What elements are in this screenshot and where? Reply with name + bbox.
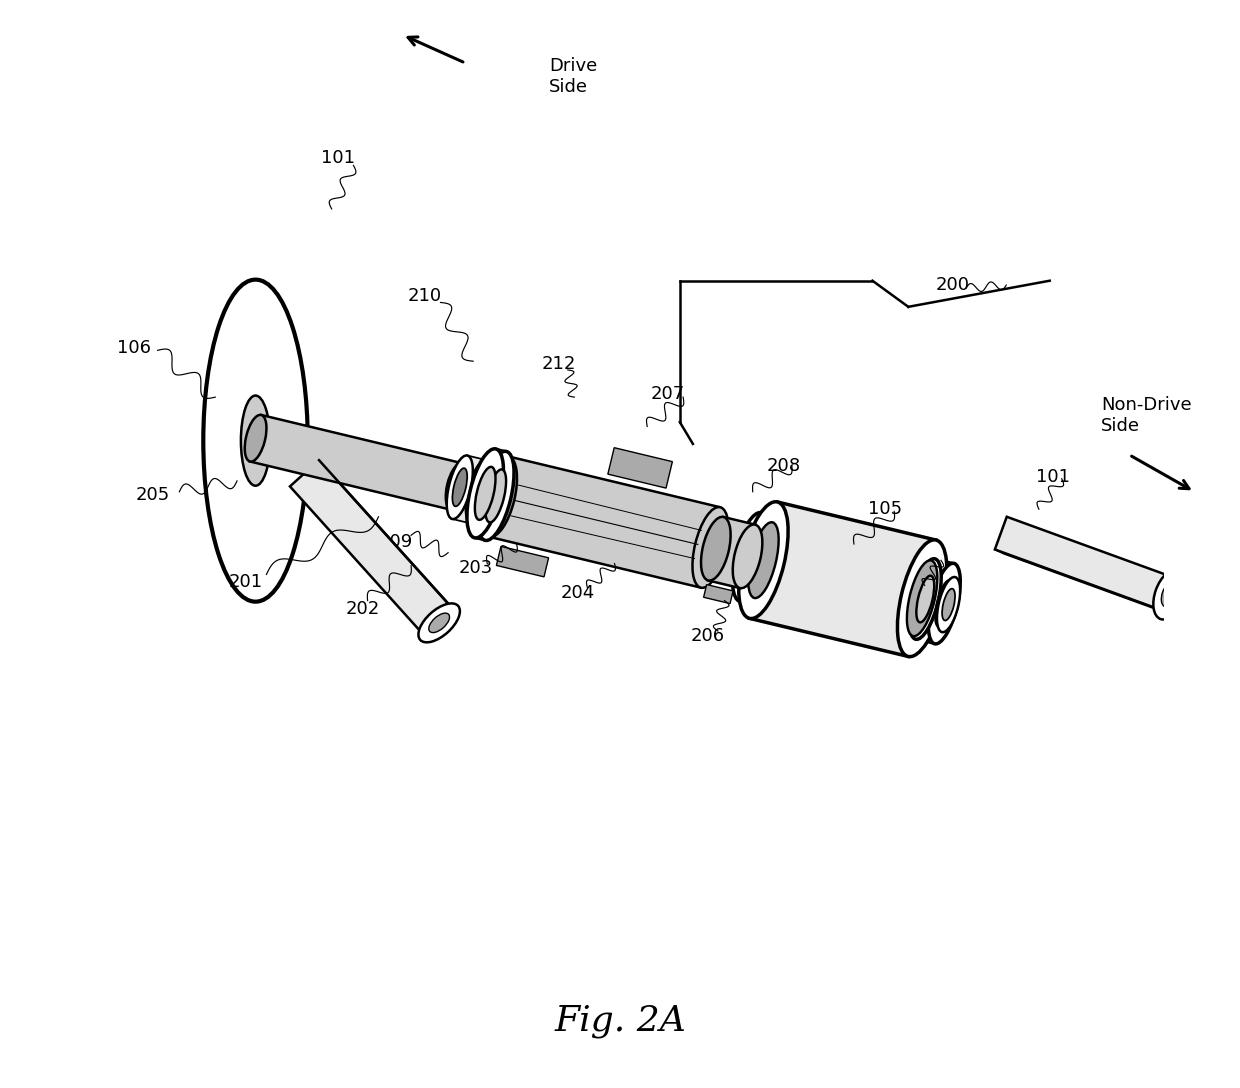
Ellipse shape — [477, 452, 515, 541]
Ellipse shape — [701, 517, 730, 581]
Text: 101: 101 — [321, 149, 355, 166]
Text: 105: 105 — [868, 500, 903, 518]
Polygon shape — [475, 449, 506, 541]
Polygon shape — [703, 584, 733, 604]
Text: 206: 206 — [691, 628, 725, 645]
Text: 211: 211 — [916, 555, 950, 572]
Ellipse shape — [446, 456, 472, 519]
Ellipse shape — [203, 280, 308, 602]
Text: 204: 204 — [560, 584, 594, 602]
Ellipse shape — [481, 456, 517, 537]
Text: 210: 210 — [408, 287, 441, 305]
Text: 208: 208 — [766, 457, 801, 474]
Ellipse shape — [475, 467, 496, 520]
Polygon shape — [496, 546, 548, 577]
Ellipse shape — [429, 614, 450, 632]
Ellipse shape — [739, 502, 789, 619]
Polygon shape — [608, 447, 672, 489]
Ellipse shape — [937, 577, 960, 632]
Polygon shape — [915, 559, 954, 644]
Text: Drive
Side: Drive Side — [549, 57, 598, 96]
Text: 203: 203 — [459, 559, 494, 577]
Text: Fig. 2A: Fig. 2A — [554, 1003, 686, 1038]
Ellipse shape — [929, 564, 960, 644]
Ellipse shape — [418, 604, 460, 642]
Text: 209: 209 — [378, 533, 413, 551]
Text: 200: 200 — [935, 276, 970, 294]
Polygon shape — [490, 457, 720, 588]
Ellipse shape — [942, 589, 955, 620]
Ellipse shape — [898, 540, 947, 657]
Polygon shape — [708, 517, 755, 589]
Ellipse shape — [466, 460, 492, 523]
Polygon shape — [290, 460, 454, 636]
Text: Non-Drive
Side: Non-Drive Side — [1101, 396, 1192, 435]
Ellipse shape — [909, 559, 941, 640]
Ellipse shape — [1153, 569, 1185, 619]
Ellipse shape — [751, 533, 771, 586]
Polygon shape — [740, 512, 773, 604]
Text: 201: 201 — [228, 573, 263, 591]
Ellipse shape — [906, 560, 937, 636]
Ellipse shape — [471, 472, 486, 511]
Ellipse shape — [916, 576, 934, 622]
Polygon shape — [994, 517, 1176, 610]
Ellipse shape — [1162, 582, 1178, 607]
Ellipse shape — [733, 524, 763, 589]
Ellipse shape — [740, 531, 761, 583]
Ellipse shape — [748, 522, 779, 598]
Text: 202: 202 — [346, 601, 381, 618]
Text: 106: 106 — [118, 339, 151, 357]
Polygon shape — [453, 456, 486, 523]
Ellipse shape — [733, 512, 769, 602]
Ellipse shape — [445, 463, 467, 510]
Ellipse shape — [743, 515, 780, 604]
Text: 101: 101 — [1035, 468, 1070, 485]
Ellipse shape — [453, 468, 467, 506]
Text: 212: 212 — [542, 356, 577, 373]
Polygon shape — [994, 549, 1172, 615]
Ellipse shape — [241, 396, 270, 485]
Text: 207: 207 — [651, 385, 684, 403]
Polygon shape — [250, 415, 463, 510]
Ellipse shape — [467, 448, 503, 537]
Text: 205: 205 — [136, 486, 170, 504]
Ellipse shape — [935, 580, 954, 627]
Ellipse shape — [692, 507, 729, 588]
Ellipse shape — [244, 415, 267, 461]
Polygon shape — [749, 502, 936, 656]
Ellipse shape — [485, 469, 506, 522]
